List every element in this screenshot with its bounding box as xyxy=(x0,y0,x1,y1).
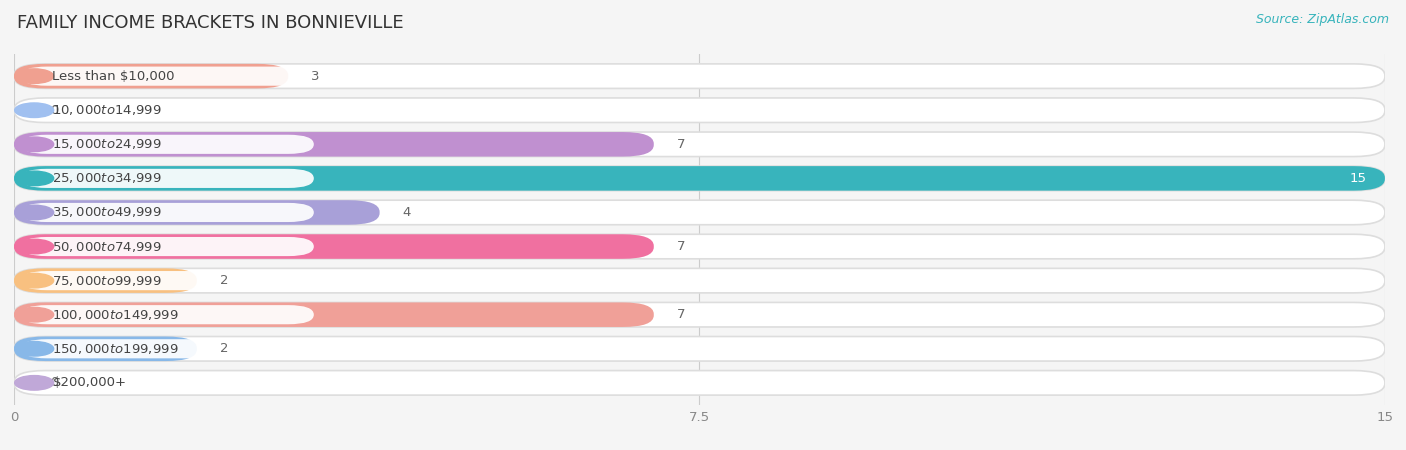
Text: 2: 2 xyxy=(219,274,228,287)
FancyBboxPatch shape xyxy=(14,337,1385,361)
Circle shape xyxy=(14,205,53,220)
Text: 2: 2 xyxy=(219,342,228,355)
Text: $100,000 to $149,999: $100,000 to $149,999 xyxy=(52,308,179,322)
FancyBboxPatch shape xyxy=(14,234,654,259)
FancyBboxPatch shape xyxy=(21,169,314,188)
FancyBboxPatch shape xyxy=(14,371,1385,395)
Text: FAMILY INCOME BRACKETS IN BONNIEVILLE: FAMILY INCOME BRACKETS IN BONNIEVILLE xyxy=(17,14,404,32)
FancyBboxPatch shape xyxy=(14,132,654,157)
FancyBboxPatch shape xyxy=(21,271,314,290)
Circle shape xyxy=(14,342,53,356)
Circle shape xyxy=(14,307,53,322)
FancyBboxPatch shape xyxy=(14,64,288,88)
Circle shape xyxy=(14,137,53,152)
Text: $15,000 to $24,999: $15,000 to $24,999 xyxy=(52,137,162,151)
FancyBboxPatch shape xyxy=(14,268,1385,293)
FancyBboxPatch shape xyxy=(21,203,314,222)
FancyBboxPatch shape xyxy=(14,268,197,293)
FancyBboxPatch shape xyxy=(14,166,1385,191)
Text: 0: 0 xyxy=(51,376,59,389)
Circle shape xyxy=(14,239,53,254)
Text: $75,000 to $99,999: $75,000 to $99,999 xyxy=(52,274,162,288)
Circle shape xyxy=(14,103,53,117)
Text: $10,000 to $14,999: $10,000 to $14,999 xyxy=(52,103,162,117)
FancyBboxPatch shape xyxy=(14,302,654,327)
Text: Source: ZipAtlas.com: Source: ZipAtlas.com xyxy=(1256,14,1389,27)
FancyBboxPatch shape xyxy=(14,234,1385,259)
Text: $25,000 to $34,999: $25,000 to $34,999 xyxy=(52,171,162,185)
Text: 7: 7 xyxy=(676,240,685,253)
Text: $35,000 to $49,999: $35,000 to $49,999 xyxy=(52,206,162,220)
Circle shape xyxy=(14,171,53,186)
Text: 3: 3 xyxy=(311,70,319,83)
Text: $150,000 to $199,999: $150,000 to $199,999 xyxy=(52,342,179,356)
FancyBboxPatch shape xyxy=(21,101,314,120)
FancyBboxPatch shape xyxy=(21,135,314,154)
FancyBboxPatch shape xyxy=(14,132,1385,157)
Circle shape xyxy=(14,69,53,83)
FancyBboxPatch shape xyxy=(14,98,1385,122)
FancyBboxPatch shape xyxy=(21,237,314,256)
FancyBboxPatch shape xyxy=(21,339,314,358)
FancyBboxPatch shape xyxy=(21,374,314,392)
FancyBboxPatch shape xyxy=(21,67,314,86)
FancyBboxPatch shape xyxy=(21,305,314,324)
Text: 7: 7 xyxy=(676,308,685,321)
Text: 7: 7 xyxy=(676,138,685,151)
FancyBboxPatch shape xyxy=(14,302,1385,327)
FancyBboxPatch shape xyxy=(14,200,380,225)
Circle shape xyxy=(14,273,53,288)
Circle shape xyxy=(14,376,53,390)
FancyBboxPatch shape xyxy=(14,337,197,361)
Text: $200,000+: $200,000+ xyxy=(52,376,127,389)
FancyBboxPatch shape xyxy=(14,200,1385,225)
Text: $50,000 to $74,999: $50,000 to $74,999 xyxy=(52,239,162,253)
Text: 15: 15 xyxy=(1350,172,1367,185)
Text: Less than $10,000: Less than $10,000 xyxy=(52,70,174,83)
FancyBboxPatch shape xyxy=(14,166,1385,191)
Text: 0: 0 xyxy=(51,104,59,117)
Text: 4: 4 xyxy=(402,206,411,219)
FancyBboxPatch shape xyxy=(14,64,1385,88)
